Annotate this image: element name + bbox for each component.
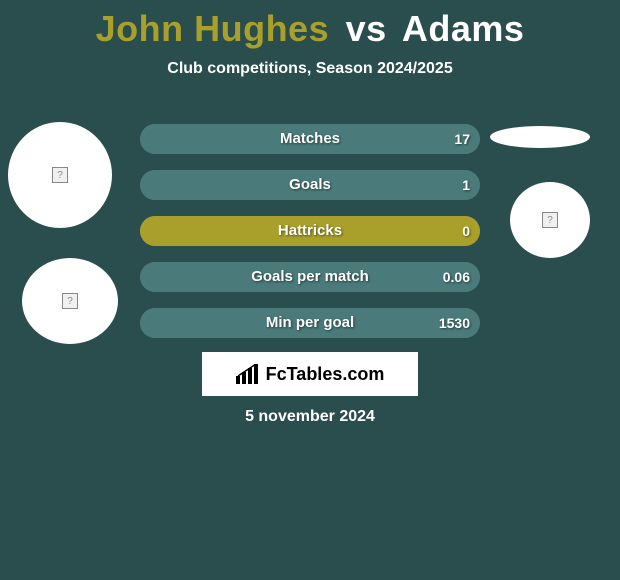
brand-box: FcTables.com [202, 352, 418, 396]
stat-row: Hattricks0 [140, 216, 480, 246]
stat-label: Goals per match [140, 262, 480, 292]
player2-name: Adams [402, 8, 525, 49]
stat-value-right: 0.06 [443, 262, 470, 292]
stat-value-right: 1530 [439, 308, 470, 338]
placeholder-icon: ? [52, 167, 68, 183]
brand-text: FcTables.com [266, 364, 385, 385]
brand-chart-icon [236, 364, 260, 384]
player-avatar-2: ? [22, 258, 118, 344]
stat-label: Goals [140, 170, 480, 200]
placeholder-icon: ? [62, 293, 78, 309]
stat-label: Matches [140, 124, 480, 154]
stat-row: Goals1 [140, 170, 480, 200]
comparison-title: John Hughes vs Adams [0, 0, 620, 50]
player1-name: John Hughes [96, 8, 330, 49]
stat-label: Hattricks [140, 216, 480, 246]
stat-row: Min per goal1530 [140, 308, 480, 338]
placeholder-icon: ? [542, 212, 558, 228]
stats-container: Matches17 Goals1 Hattricks0 Goals per match… [140, 124, 480, 354]
subtitle: Club competitions, Season 2024/2025 [0, 60, 620, 78]
date-text: 5 november 2024 [0, 408, 620, 426]
stat-row: Matches17 [140, 124, 480, 154]
stat-value-right: 0 [462, 216, 470, 246]
player-avatar-3: ? [510, 182, 590, 258]
player-avatar-1: ? [8, 122, 112, 228]
stat-value-right: 17 [454, 124, 470, 154]
decorative-ellipse [490, 126, 590, 148]
stat-label: Min per goal [140, 308, 480, 338]
vs-text: vs [346, 8, 387, 49]
stat-value-right: 1 [462, 170, 470, 200]
stat-row: Goals per match0.06 [140, 262, 480, 292]
